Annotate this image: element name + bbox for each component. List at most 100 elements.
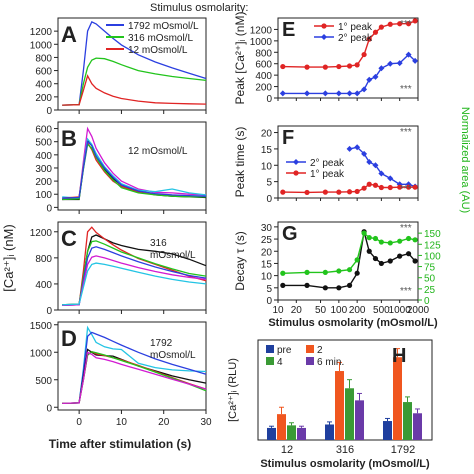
panel-f-point [378,170,385,177]
panel-e-point [354,90,361,97]
panel-b-ytick-label: 0 [46,203,52,214]
panel-e-point [280,63,286,70]
panel-f-point [412,184,418,190]
panel-f-stars: *** [400,184,412,195]
panel-f-point [280,189,286,195]
panel-g-point [405,235,412,242]
panel-g-point [378,260,384,267]
panel-f-point [361,150,368,157]
panel-d-annotation: mOsmol/L [150,350,196,361]
panel-b-letter: B [61,126,77,151]
panel-e-point [279,90,286,97]
panel-h-category-label: 12 [281,444,293,456]
panel-e-point [304,64,310,70]
panel-d-ytick-label: 1000 [30,348,53,359]
panel-g-stars: *** [400,286,412,297]
panel-g-ytick-label: 25 [261,235,273,246]
panel-f-point [405,184,412,190]
panel-g-point [405,251,412,257]
panel-g-y2tick-label: 125 [424,240,441,251]
panel-g-point [366,248,372,254]
panel-b-annotation: 12 mOsmol/L [128,146,188,157]
panel-h-bar [287,425,296,440]
panel-g-point [354,257,360,263]
panel-g-point [361,230,367,236]
panel-c-series-line [62,246,207,307]
panel-a-frame [57,17,207,111]
panel-g-y2label: Normalized area (AU) [459,107,471,213]
panel-g-letter: G [282,223,298,245]
panel-e-point [396,60,403,67]
panel-a-legend-label: 12 mOsmol/L [128,45,188,56]
panel-e-ytick-label: 0 [266,94,272,105]
time-xtick-label: 20 [158,417,170,428]
panel-d-frame [57,321,207,411]
panel-c-letter: C [61,226,77,251]
panel-g-point [322,285,328,291]
panel-f-point [304,189,310,196]
panel-f-point [378,184,384,191]
panel-e-point [378,24,384,30]
panel-b-ytick-label: 500 [35,138,52,149]
panel-h-category-label: 1792 [391,444,415,456]
panel-a-series-line [62,74,207,106]
panel-b-ytick-label: 200 [35,177,52,188]
panel-g-y2tick-label: 0 [424,296,430,307]
panel-g-series-line [282,231,416,289]
panel-e-series-line [282,53,416,95]
panel-b-ytick-label: 600 [35,125,52,136]
panel-h-bar [413,413,422,440]
panel-g-y2tick-label: 25 [424,285,436,296]
panel-f-point [354,188,360,195]
panel-f-point [372,162,379,169]
panel-c-series-line [62,255,207,307]
panel-f-point [366,159,373,165]
panel-e-point [372,73,379,80]
panel-f-frame [277,125,419,199]
time-xtick-label: 10 [116,417,128,428]
panel-e-point [346,90,353,97]
panel-e-point [405,21,412,27]
panel-g-point [354,270,360,276]
panel-a-letter: A [61,22,77,47]
panel-e-point [322,90,329,97]
left-ylabel: [Ca²⁺]ᵢ (nM) [1,224,16,291]
panel-e-point [361,86,368,93]
panel-e-point [322,64,328,70]
panel-e-legend-marker [321,34,327,40]
panel-g-point [412,258,418,264]
panel-b-ytick-label: 100 [35,190,52,201]
panel-g-y2tick-label: 100 [424,251,441,262]
panel-b-ytick-label: 400 [35,151,52,162]
panel-h-legend-swatch [306,345,314,353]
panel-a-series-line [62,21,207,106]
panel-g-ytick-label: 10 [261,272,273,283]
panel-h-category-label: 316 [336,444,354,456]
left-xlabel: Time after stimulation (s) [49,437,191,451]
panel-f-point [387,175,394,182]
panel-g-stars: *** [400,223,412,234]
panel-e-ytick-label: 1200 [250,25,273,36]
panel-a-ytick-label: 1000 [30,40,53,51]
figure-title: Stimulus osmolarity: [150,2,248,14]
panel-g-xtick-label: 20 [291,305,303,316]
panel-f-legend-label: 2° peak [310,158,345,169]
panel-f-ytick-label: 5 [266,178,272,189]
panel-e-ylabel: Peak [Ca²⁺]ᵢ (nM) [233,12,247,105]
panel-f-point [361,185,367,191]
panel-f-ytick-label: 20 [261,129,273,140]
panel-g-ytick-label: 20 [261,247,273,258]
panel-e-point [354,62,360,68]
panel-g-point [378,239,384,245]
panel-h-legend-label: 2 [317,345,323,356]
panel-h-letter: H [392,345,406,367]
panel-h-bar [355,400,364,440]
panel-c-series-line [62,240,207,306]
panel-e-stars: *** [400,19,412,30]
panel-g-y2tick-label: 150 [424,229,441,240]
panel-h-bar [297,427,306,440]
panel-h-bar [335,371,344,440]
panel-g-frame [277,221,419,301]
panel-f-point [366,181,372,187]
